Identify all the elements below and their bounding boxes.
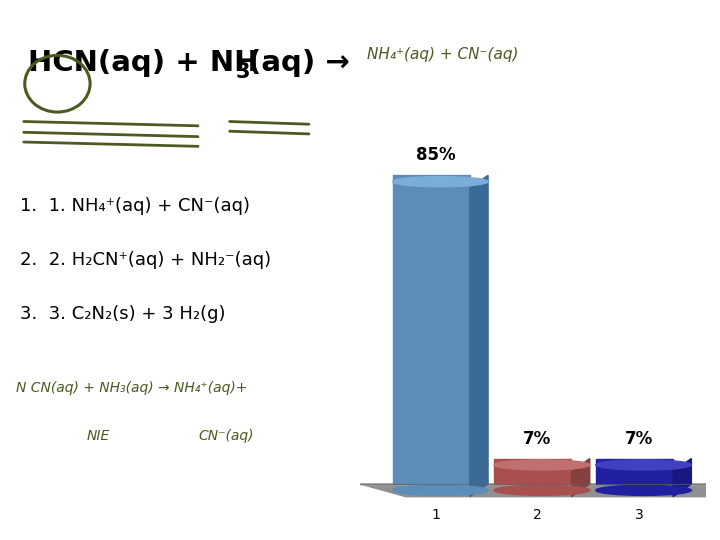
- Text: 3: 3: [235, 62, 250, 82]
- Ellipse shape: [392, 177, 488, 187]
- Ellipse shape: [392, 485, 488, 495]
- Text: (aq) →: (aq) →: [248, 49, 349, 77]
- Text: CN⁻(aq): CN⁻(aq): [198, 429, 253, 443]
- Text: 2: 2: [533, 508, 541, 522]
- Text: NH₄⁺(aq) + CN⁻(aq): NH₄⁺(aq) + CN⁻(aq): [367, 47, 518, 62]
- Polygon shape: [494, 458, 572, 484]
- Polygon shape: [572, 458, 590, 497]
- Polygon shape: [596, 458, 673, 484]
- Text: 3.  3. C₂N₂(s) + 3 H₂(g): 3. 3. C₂N₂(s) + 3 H₂(g): [20, 305, 225, 323]
- Ellipse shape: [494, 485, 590, 495]
- Text: HCN(aq) + NH: HCN(aq) + NH: [28, 49, 258, 77]
- Ellipse shape: [596, 460, 691, 470]
- Text: 2.  2. H₂CN⁺(aq) + NH₂⁻(aq): 2. 2. H₂CN⁺(aq) + NH₂⁻(aq): [20, 251, 271, 269]
- Ellipse shape: [596, 485, 691, 495]
- Polygon shape: [673, 458, 691, 497]
- Polygon shape: [392, 176, 469, 484]
- Text: N CN(aq) + NH₃(aq) → NH₄⁺(aq)+: N CN(aq) + NH₃(aq) → NH₄⁺(aq)+: [16, 381, 247, 395]
- Text: 1: 1: [431, 508, 440, 522]
- Text: 7%: 7%: [523, 430, 552, 448]
- Polygon shape: [360, 484, 720, 497]
- Text: 3: 3: [634, 508, 644, 522]
- Text: 7%: 7%: [625, 430, 653, 448]
- Text: NIE: NIE: [87, 429, 110, 443]
- Text: 85%: 85%: [416, 146, 456, 164]
- Ellipse shape: [494, 460, 590, 470]
- Text: 1.  1. NH₄⁺(aq) + CN⁻(aq): 1. 1. NH₄⁺(aq) + CN⁻(aq): [20, 197, 250, 215]
- Polygon shape: [469, 176, 488, 497]
